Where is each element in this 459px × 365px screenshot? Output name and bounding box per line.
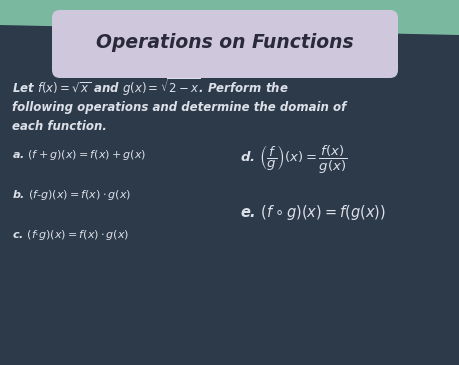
Polygon shape [0, 25, 459, 365]
Text: b. $(f{\text{-}}g)(x) = f(x) \cdot g(x)$: b. $(f{\text{-}}g)(x) = f(x) \cdot g(x)$ [12, 188, 131, 202]
Text: each function.: each function. [12, 120, 107, 134]
Text: Operations on Functions: Operations on Functions [96, 32, 354, 51]
Text: c. $(f{\cdot}g)(x) = f(x) \cdot g(x)$: c. $(f{\cdot}g)(x) = f(x) \cdot g(x)$ [12, 228, 129, 242]
Text: a. $(f+g)(x) = f(x) + g(x)$: a. $(f+g)(x) = f(x) + g(x)$ [12, 148, 146, 162]
Text: d. $\left(\dfrac{f}{g}\right)(x) = \dfrac{f(x)}{g(x)}$: d. $\left(\dfrac{f}{g}\right)(x) = \dfra… [240, 144, 347, 176]
FancyBboxPatch shape [52, 10, 398, 78]
Text: e. $(f \circ g)(x) = f(g(x))$: e. $(f \circ g)(x) = f(g(x))$ [240, 204, 386, 223]
Text: Let $f(x) = \sqrt{x}$ and $g(x) = \sqrt{2-x}$. Perform the: Let $f(x) = \sqrt{x}$ and $g(x) = \sqrt{… [12, 76, 289, 98]
Polygon shape [0, 0, 459, 45]
Text: following operations and determine the domain of: following operations and determine the d… [12, 100, 346, 114]
